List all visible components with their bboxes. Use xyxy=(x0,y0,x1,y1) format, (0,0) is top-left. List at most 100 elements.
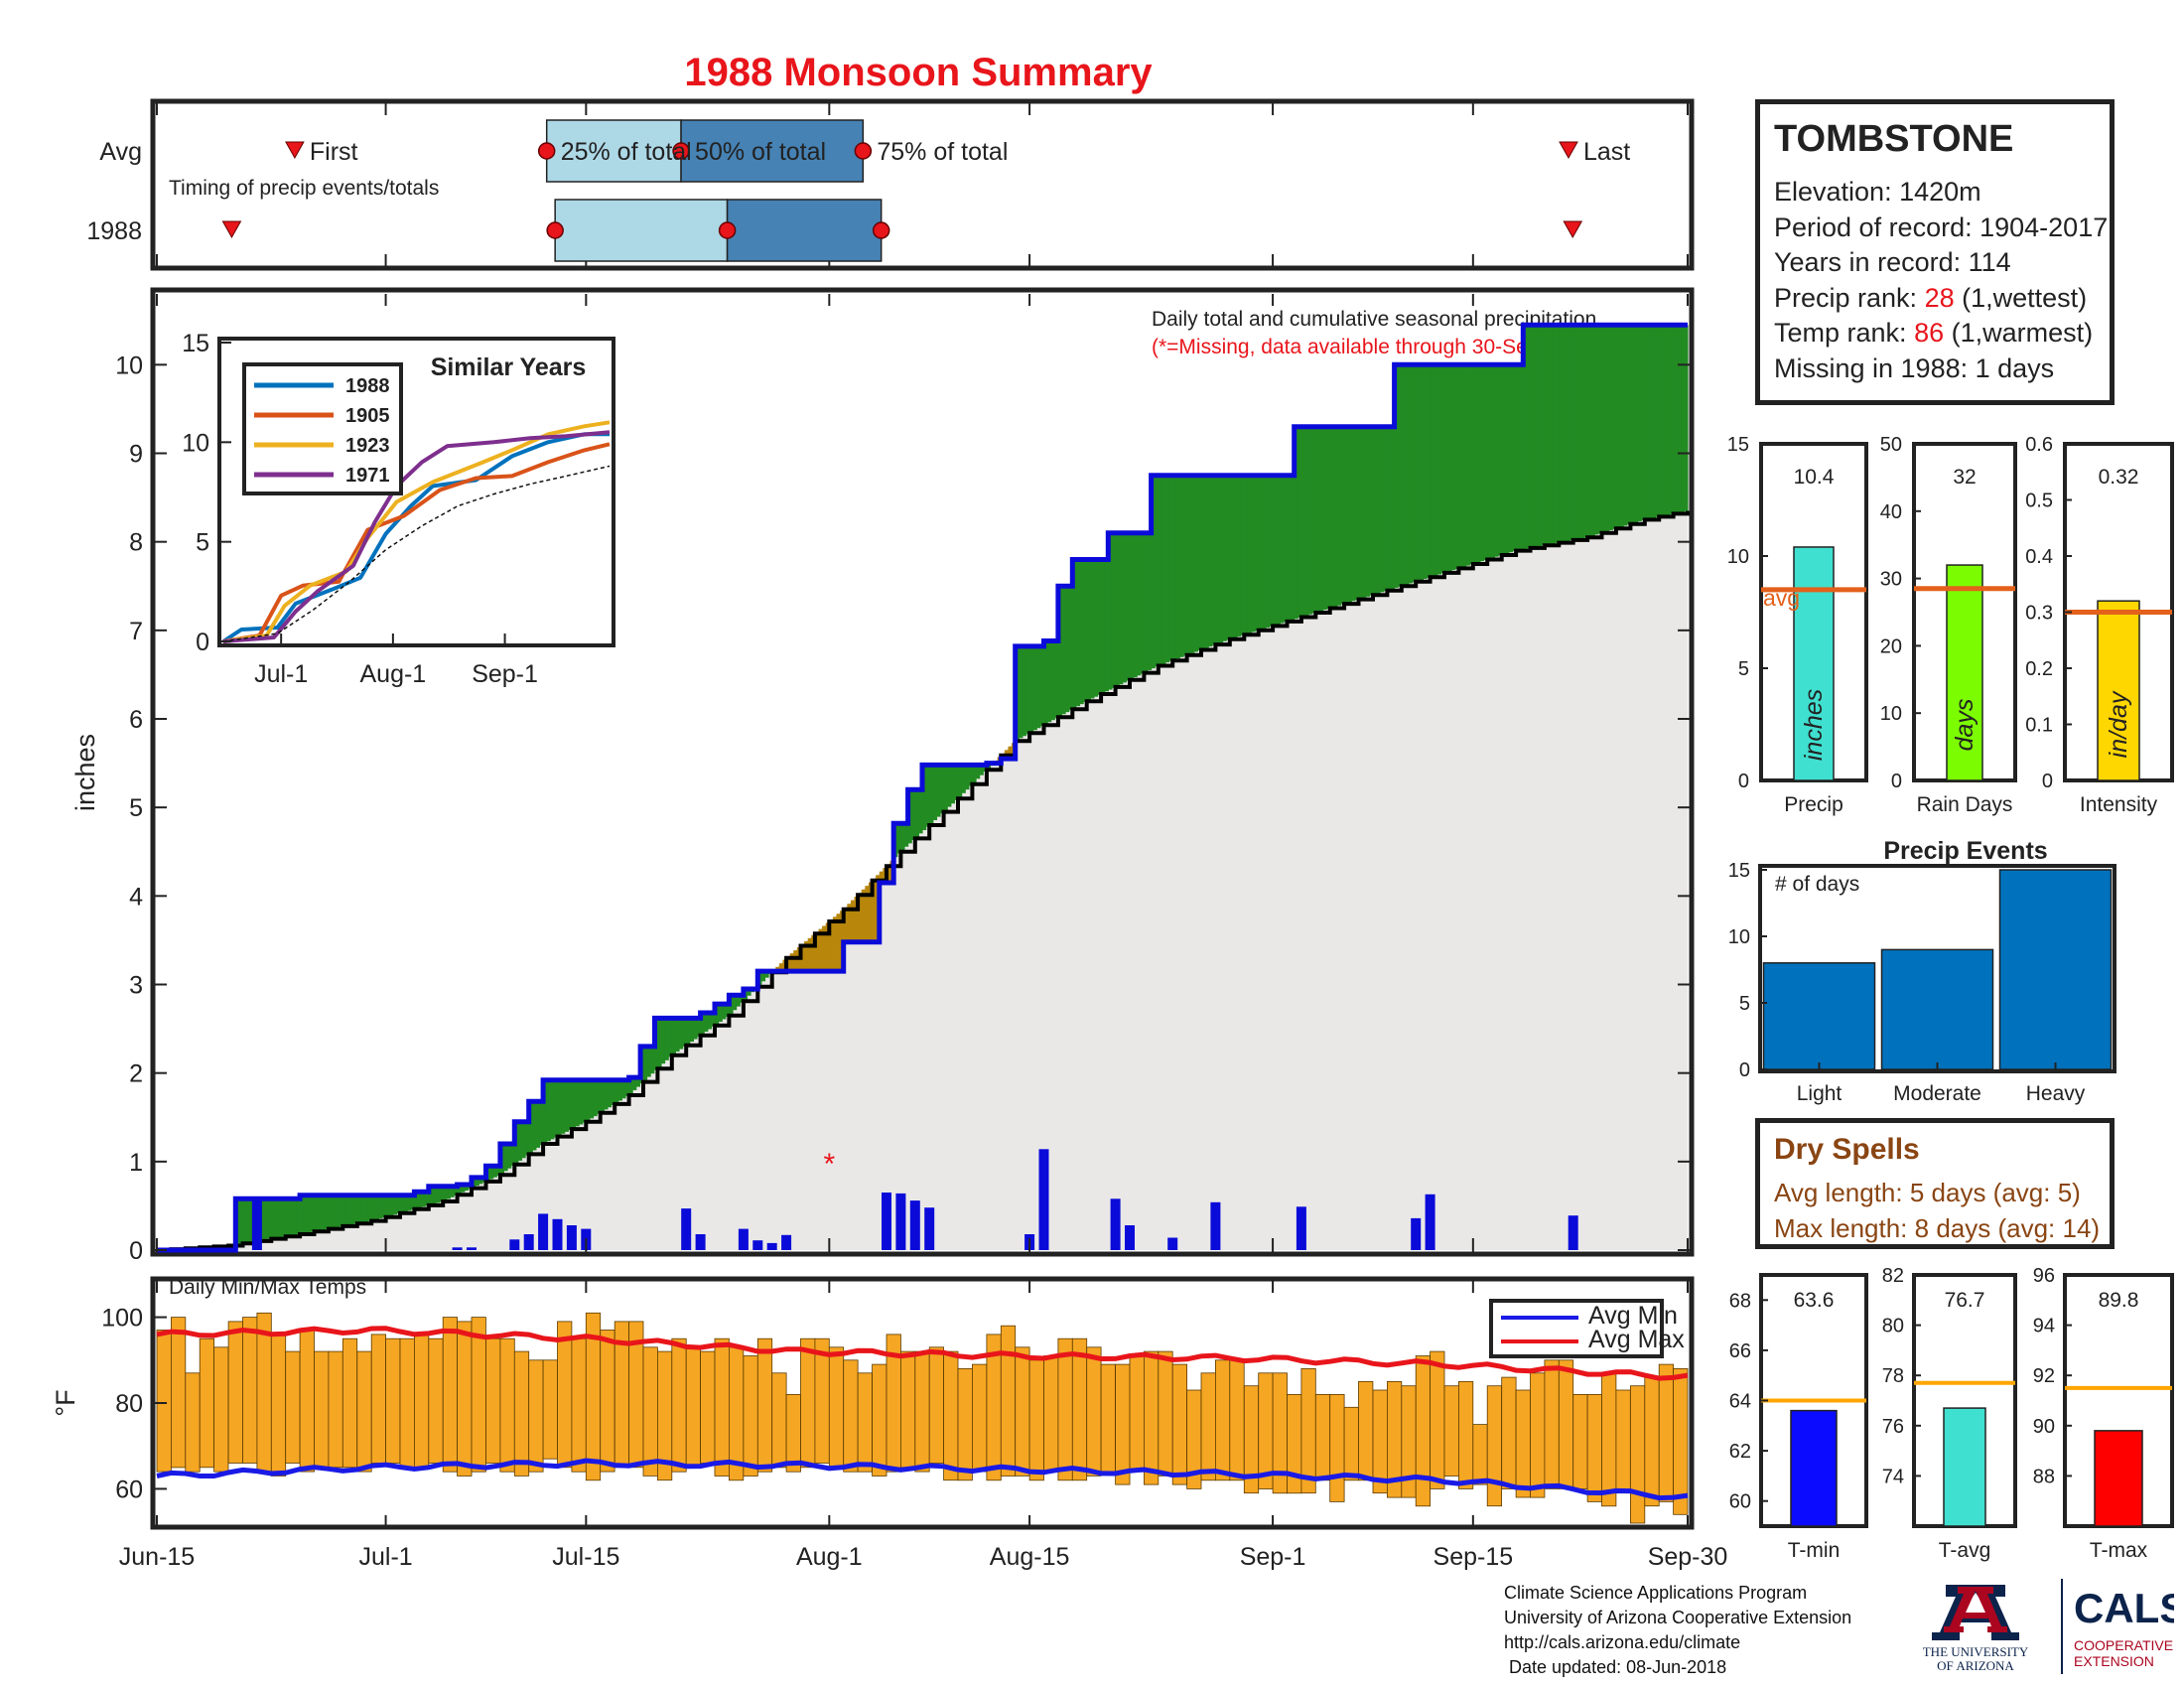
departure-slice xyxy=(811,934,816,972)
station-name: TOMBSTONE xyxy=(1774,118,2014,160)
departure-slice xyxy=(1394,364,1399,588)
events-y-tick-label: 10 xyxy=(1728,926,1750,948)
departure-slice xyxy=(1186,475,1191,655)
departure-slice xyxy=(363,1195,369,1222)
daily-precip-bar xyxy=(552,1218,563,1250)
temp-panel-tick-label: 80 xyxy=(1882,1316,1904,1337)
temp-panel-name-2: T-max xyxy=(2090,1539,2148,1562)
departure-slice xyxy=(722,1004,727,1020)
departure-slice xyxy=(1175,475,1180,659)
departure-slice xyxy=(1662,325,1667,516)
cumulative-1988-line xyxy=(157,322,1688,1253)
departure-slice xyxy=(879,871,884,883)
daily-temp-bar xyxy=(1200,1372,1216,1481)
bar-panel-value-2: 0.32 xyxy=(2099,466,2139,489)
timing-frame xyxy=(150,98,1695,271)
precip-y-tick-label: 1 xyxy=(129,1149,143,1177)
departure-slice xyxy=(1036,645,1041,729)
cals-logo-text: CALS xyxy=(2074,1585,2174,1631)
daily-temp-bar xyxy=(1215,1359,1231,1481)
departure-slice xyxy=(1065,586,1070,713)
departure-slice xyxy=(1197,475,1202,651)
departure-slice xyxy=(1326,426,1331,610)
departure-slice xyxy=(296,1198,301,1235)
departure-slice xyxy=(528,1101,533,1154)
credits-line2: University of Arizona Cooperative Extens… xyxy=(1504,1608,1852,1627)
daily-temp-bar xyxy=(1544,1359,1560,1489)
ua-logo-line1: THE UNIVERSITY xyxy=(1923,1644,2029,1659)
departure-slice xyxy=(1344,426,1349,604)
departure-slice xyxy=(1061,586,1066,715)
departure-slice xyxy=(1097,559,1102,695)
events-title: Precip Events xyxy=(1883,837,2047,865)
departure-slice xyxy=(1291,475,1296,621)
departure-slice xyxy=(345,1195,351,1225)
dry-spells-box: Dry Spells Avg length: 5 days (avg: 5) M… xyxy=(1755,1118,2115,1249)
departure-slice xyxy=(353,1195,358,1224)
events-category-label: Heavy xyxy=(2026,1082,2086,1105)
daily-precip-bar xyxy=(695,1234,706,1250)
departure-slice xyxy=(1147,532,1153,670)
departure-slice xyxy=(1179,475,1184,657)
precip-y-tick-label: 4 xyxy=(129,883,143,911)
departure-slice xyxy=(1469,364,1474,565)
departure-slice xyxy=(1673,325,1678,514)
bar-panel-tick-label: 5 xyxy=(1738,658,1749,680)
daily-temp-bar xyxy=(528,1359,544,1473)
daily-temp-bar xyxy=(1615,1389,1631,1494)
departure-slice xyxy=(1280,475,1285,624)
departure-slice xyxy=(1398,364,1403,587)
daily-temp-bar xyxy=(314,1350,330,1469)
departure-slice xyxy=(1215,475,1220,644)
daily-temp-bar xyxy=(1028,1359,1044,1481)
daily-precip-bar xyxy=(1425,1194,1435,1250)
daily-precip-bar xyxy=(538,1213,549,1250)
daily-temp-bar xyxy=(285,1350,301,1464)
inset-x-tick-label: Aug-1 xyxy=(360,660,427,688)
departure-slice xyxy=(786,956,791,972)
departure-slice xyxy=(886,864,891,883)
departure-slice xyxy=(657,1018,662,1067)
daily-temp-bar xyxy=(185,1372,201,1473)
events-y-label: # of days xyxy=(1775,873,1859,896)
departure-slice xyxy=(532,1101,537,1151)
temp-panel-bar-0 xyxy=(1790,1409,1838,1527)
departure-slice xyxy=(1019,645,1024,739)
daily-temp-bar xyxy=(800,1337,816,1469)
temperature-y-tick-label: 80 xyxy=(115,1390,143,1418)
departure-slice xyxy=(1287,475,1292,622)
timing-q25-label: 25% of total xyxy=(561,138,692,166)
daily-precip-bar xyxy=(909,1200,920,1250)
departure-slice xyxy=(267,1198,272,1239)
temp-panel-tick-label: 88 xyxy=(2033,1466,2055,1487)
daily-temp-bar xyxy=(1329,1394,1345,1502)
daily-precip-bar xyxy=(1110,1198,1121,1250)
legend-avg-max-label: Avg Max xyxy=(1588,1326,1685,1353)
daily-temp-bar xyxy=(328,1350,343,1469)
bar-panel-tick-label: 10 xyxy=(1880,703,1902,725)
departure-slice xyxy=(1566,325,1570,541)
inset-x-tick-label: Jul-1 xyxy=(254,660,308,688)
departure-slice xyxy=(1534,325,1539,547)
departure-slice xyxy=(1405,364,1410,585)
departure-slice xyxy=(238,1198,244,1244)
bar-panel-tick-label: 40 xyxy=(1880,501,1902,523)
departure-slice xyxy=(961,765,966,793)
departure-slice xyxy=(1376,426,1381,594)
departure-slice xyxy=(725,1004,731,1017)
daily-temp-bar xyxy=(170,1317,187,1469)
departure-slice xyxy=(1490,364,1496,558)
bar-panel-value-0: 10.4 xyxy=(1794,466,1835,489)
timing-box-y1988-q25-q50 xyxy=(554,199,729,262)
departure-slice xyxy=(450,1186,455,1197)
departure-slice xyxy=(475,1177,479,1187)
departure-slice xyxy=(617,1079,622,1101)
departure-slice xyxy=(1283,475,1289,623)
departure-slice xyxy=(707,1013,713,1030)
bar-panel-tick-label: 20 xyxy=(1880,635,1902,657)
departure-slice xyxy=(557,1079,562,1136)
events-bar-light xyxy=(1762,962,1876,1070)
timing-last-label: Last xyxy=(1583,138,1630,166)
daily-temp-bar xyxy=(1530,1372,1546,1498)
bar-panel-tick-label: 0 xyxy=(1891,771,1902,792)
